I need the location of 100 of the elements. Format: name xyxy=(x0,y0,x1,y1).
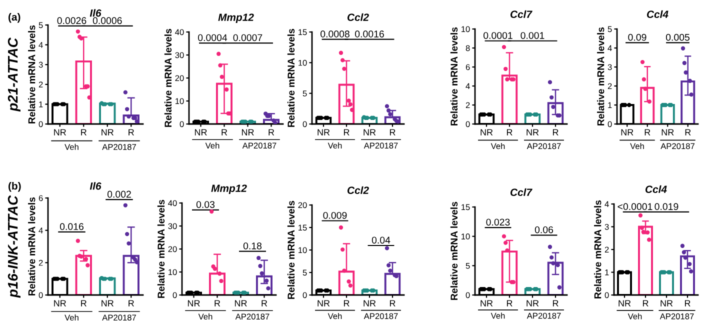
chart-title: Il6 xyxy=(90,182,102,190)
text: AP20187 xyxy=(364,142,398,149)
y-tick-label: 5 xyxy=(302,270,307,276)
x-tick-label: R xyxy=(552,129,558,136)
y-tick-label: 0 xyxy=(180,121,184,128)
y-tick-label: 20 xyxy=(168,246,177,252)
x-tick-label: R xyxy=(506,129,512,136)
x-tick-label: NR xyxy=(364,300,376,306)
x-tick-label: NR xyxy=(660,300,673,306)
y-tick-label: 15 xyxy=(298,29,307,36)
x-tick-label: NR xyxy=(54,129,66,136)
text: Veh xyxy=(628,313,642,320)
y-tick-label: 1 xyxy=(608,102,612,108)
y-tick-label: 15 xyxy=(462,204,470,210)
y-tick-label: 4 xyxy=(38,42,43,48)
annotation: 0.023 xyxy=(486,218,510,226)
x-tick-label: R xyxy=(128,129,134,136)
y-tick-label: 6 xyxy=(466,64,470,70)
annotation: 0.0008 xyxy=(320,30,350,38)
annotation: 0.005 xyxy=(666,34,690,41)
text: AP20187 xyxy=(526,312,561,319)
y-tick-label: 10 xyxy=(298,60,307,66)
chart-title: Mmp12 xyxy=(211,184,247,194)
y-tick-label: 2 xyxy=(38,260,43,266)
y-tick-label: 30 xyxy=(168,223,177,230)
x-tick-label: NR xyxy=(188,300,200,306)
x-tick-label: R xyxy=(222,129,228,136)
annotation: 0.06 xyxy=(534,226,554,234)
text: Veh xyxy=(490,143,505,150)
x-tick-label: R xyxy=(506,300,512,306)
x-tick-label: NR xyxy=(102,300,114,306)
y-tick-label: 0 xyxy=(466,292,470,298)
x-tick-label: NR xyxy=(318,300,330,306)
x-tick-label: R xyxy=(128,300,134,306)
text: Veh xyxy=(64,314,78,321)
text: AP20187 xyxy=(102,144,136,150)
y-tick-label: 1 xyxy=(605,270,609,276)
x-tick-label: R xyxy=(81,300,86,306)
y-tick-label: 2 xyxy=(38,82,43,88)
y-tick-label: 40 xyxy=(168,200,177,206)
text: AP20187 xyxy=(364,313,398,320)
x-tick-label: NR xyxy=(242,129,254,136)
chart-title: Ccl4 xyxy=(647,10,668,18)
y-tick-label: 4 xyxy=(604,201,609,208)
y-tick-label: 10 xyxy=(298,247,307,254)
text: p16-INK-ATTAC xyxy=(8,195,20,298)
text: Veh xyxy=(64,144,78,150)
y-tick-label: 0 xyxy=(38,292,43,298)
text: AP20187 xyxy=(102,314,136,321)
text: (b) xyxy=(8,182,21,192)
x-tick-label: NR xyxy=(54,300,66,306)
x-tick-label: NR xyxy=(621,129,634,136)
y-axis-title: Relative mRNA levels xyxy=(287,28,295,127)
y-tick-label: 15 xyxy=(298,224,307,231)
x-tick-label: NR xyxy=(234,300,247,306)
x-tick-label: NR xyxy=(480,129,493,136)
annotation: 0.009 xyxy=(323,212,347,219)
y-tick-label: 10 xyxy=(462,234,470,240)
x-tick-label: NR xyxy=(526,129,539,136)
y-tick-label: 4 xyxy=(608,45,612,52)
y-tick-label: 1 xyxy=(39,101,43,108)
x-tick-label: R xyxy=(390,300,396,306)
y-tick-label: 3 xyxy=(608,64,612,70)
y-tick-label: 0 xyxy=(172,292,177,298)
x-tick-label: R xyxy=(344,129,350,136)
y-tick-label: 0 xyxy=(38,121,43,128)
y-tick-label: 30 xyxy=(175,52,184,58)
text: AP20187 xyxy=(526,143,561,150)
text: Veh xyxy=(490,312,505,319)
y-axis-title: Relative mRNA levels xyxy=(287,200,295,299)
text: Veh xyxy=(205,142,220,149)
annotation: 0.016 xyxy=(60,223,84,230)
y-tick-label: 5 xyxy=(302,90,307,96)
y-tick-label: 3 xyxy=(38,62,43,68)
y-axis-title: Relative mRNA levels xyxy=(597,27,604,126)
annotation: <0.0001 xyxy=(618,203,652,210)
text: AP20187 xyxy=(242,142,276,149)
text: Veh xyxy=(630,143,644,150)
x-tick-label: NR xyxy=(364,129,376,136)
y-tick-label: 3 xyxy=(604,224,609,230)
x-tick-label: NR xyxy=(102,129,114,136)
y-axis-title: Relative mRNA levels xyxy=(157,200,165,298)
text: AP20187 xyxy=(660,143,694,150)
annotation: 0.18 xyxy=(243,242,262,250)
y-tick-label: 2 xyxy=(466,102,470,108)
x-tick-label: R xyxy=(644,129,650,136)
annotation: 0.0004 xyxy=(198,34,228,42)
annotation: 0.0007 xyxy=(233,34,262,42)
annotation: 0.0001 xyxy=(484,32,512,39)
chart-title: Il6 xyxy=(90,9,102,17)
annotation: 0.09 xyxy=(628,34,646,41)
y-tick-label: 0 xyxy=(302,121,307,128)
text: Veh xyxy=(328,313,342,320)
y-tick-label: 0 xyxy=(466,121,470,128)
annotation: 0.0016 xyxy=(355,30,384,38)
x-tick-label: NR xyxy=(526,300,539,306)
y-tick-label: 20 xyxy=(175,75,184,82)
x-tick-label: R xyxy=(262,300,268,306)
y-tick-label: 10 xyxy=(176,98,184,104)
x-tick-label: R xyxy=(642,300,648,306)
